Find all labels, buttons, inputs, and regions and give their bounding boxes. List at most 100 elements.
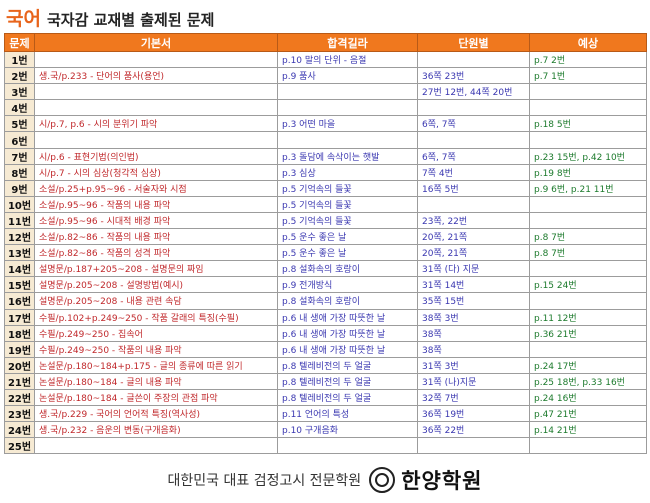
cell-number: 13번 <box>4 244 35 262</box>
cell-prediction <box>529 292 647 310</box>
cell-pass-guide: p.5 기억속의 들꽃 <box>277 211 418 230</box>
cell-textbook: 수필/p.249~250 - 집속어 <box>34 324 278 342</box>
table-row: 17번 수필/p.102+p.249~250 - 작품 갈래의 특징(수필) p.6… <box>4 308 647 326</box>
cell-textbook: 소설/p.82~86 - 작품의 내용 파악 <box>34 228 278 246</box>
footer: 대한민국 대표 검정고시 전문학원 한양학원 <box>0 462 650 498</box>
cell-number: 10번 <box>4 195 35 213</box>
cell-number: 19번 <box>4 340 35 358</box>
cell-by-unit: 36쪽 22번 <box>417 421 530 439</box>
cell-pass-guide <box>277 131 418 149</box>
table-row: 20번 논설문/p.180~184+p.175 - 글의 종류에 따른 읽기 p.8… <box>4 356 647 374</box>
cell-number: 3번 <box>4 83 35 101</box>
title-description: 국자감 교재별 출제된 문제 <box>46 11 215 29</box>
cell-number: 5번 <box>4 115 35 133</box>
cell-number: 21번 <box>4 372 35 390</box>
cell-prediction <box>529 99 647 117</box>
column-header-pass-guide: 합격길라 <box>277 33 418 52</box>
cell-number: 17번 <box>4 308 35 326</box>
exam-table: 문제 기본서 합격길라 단원별 예상 1번 p.10 말의 단위 - 음절 p.7 … <box>4 33 647 455</box>
cell-number: 11번 <box>4 211 35 230</box>
cell-by-unit <box>417 50 530 69</box>
cell-prediction: p.11 12번 <box>529 308 647 326</box>
cell-by-unit: 32쪽 7번 <box>417 388 530 407</box>
cell-pass-guide: p.5 기억속의 들꽃 <box>277 195 418 213</box>
cell-by-unit <box>417 195 530 213</box>
cell-by-unit: 7쪽 4번 <box>417 163 530 181</box>
table-row: 4번 <box>4 99 647 117</box>
table-row: 18번 수필/p.249~250 - 집속어 p.6 내 생애 가장 따뜻한 날 38… <box>4 324 647 342</box>
cell-pass-guide: p.5 운수 좋은 날 <box>277 244 418 262</box>
cell-number: 12번 <box>4 228 35 246</box>
cell-prediction: p.9 6번, p.21 11번 <box>529 179 647 197</box>
cell-by-unit: 16쪽 5번 <box>417 179 530 197</box>
cell-prediction: p.25 18번, p.33 16번 <box>529 372 647 390</box>
table-row: 9번 소설/p.25+p.95~96 - 서술자와 시점 p.5 기억속의 들꽃 16… <box>4 179 647 197</box>
cell-textbook: 논설문/p.180~184 - 글의 내용 파악 <box>34 372 278 390</box>
cell-pass-guide: p.8 설화속의 호랑이 <box>277 260 418 278</box>
cell-textbook: 설명문/p.205~208 - 내용 관련 속담 <box>34 292 278 310</box>
cell-number: 14번 <box>4 260 35 278</box>
cell-textbook: 생.국/p.233 - 단어의 품사(용언) <box>34 67 278 85</box>
cell-by-unit: 31쪽 3번 <box>417 356 530 374</box>
title-subject: 국어 <box>6 8 41 30</box>
cell-by-unit: 38쪽 <box>417 340 530 358</box>
cell-prediction: p.24 16번 <box>529 388 647 407</box>
cell-pass-guide: p.5 운수 좋은 날 <box>277 228 418 246</box>
cell-prediction <box>529 340 647 358</box>
cell-prediction <box>529 83 647 101</box>
table-row: 6번 <box>4 131 647 149</box>
table-row: 7번 시/p.6 - 표현기법(의인법) p.3 돌담에 속삭이는 햇발 6쪽, 7쪽… <box>4 147 647 165</box>
cell-by-unit: 38쪽 <box>417 324 530 342</box>
table-header-row: 문제 기본서 합격길라 단원별 예상 <box>4 33 647 52</box>
table-row: 21번 논설문/p.180~184 - 글의 내용 파악 p.8 텔레비전의 두 얼… <box>4 372 647 390</box>
cell-by-unit: 27번 12번, 44쪽 20번 <box>417 83 530 101</box>
cell-textbook: 설명문/p.187+205~208 - 설명문의 짜임 <box>34 260 278 278</box>
cell-number: 16번 <box>4 292 35 310</box>
cell-pass-guide: p.6 내 생애 가장 따뜻한 날 <box>277 324 418 342</box>
cell-textbook: 소설/p.25+p.95~96 - 서술자와 시점 <box>34 179 278 197</box>
cell-number: 23번 <box>4 405 35 423</box>
cell-by-unit: 35쪽 15번 <box>417 292 530 310</box>
cell-prediction: p.14 21번 <box>529 421 647 439</box>
cell-textbook: 소설/p.95~96 - 시대적 배경 파악 <box>34 211 278 230</box>
cell-textbook: 수필/p.102+p.249~250 - 작품 갈래의 특징(수필) <box>34 308 278 326</box>
cell-prediction: p.7 2번 <box>529 50 647 69</box>
column-header-number: 문제 <box>4 33 35 52</box>
cell-pass-guide <box>277 83 418 101</box>
cell-number: 25번 <box>4 437 35 455</box>
cell-by-unit: 20쪽, 21쪽 <box>417 244 530 262</box>
column-header-by-unit: 단원별 <box>417 33 530 52</box>
cell-by-unit: 36쪽 23번 <box>417 67 530 85</box>
cell-pass-guide: p.9 전개방식 <box>277 276 418 294</box>
table-row: 15번 설명문/p.205~208 - 설명방법(예시) p.9 전개방식 31쪽 1… <box>4 276 647 294</box>
cell-by-unit: 36쪽 19번 <box>417 405 530 423</box>
page-title: 국어 국자감 교재별 출제된 문제 <box>6 4 214 32</box>
table-row: 5번 시/p.7, p.6 - 시의 분위기 파악 p.3 어떤 마을 6쪽, 7쪽 p… <box>4 115 647 133</box>
cell-textbook: 논설문/p.180~184+p.175 - 글의 종류에 따른 읽기 <box>34 356 278 374</box>
cell-number: 22번 <box>4 388 35 407</box>
cell-pass-guide: p.8 설화속의 호랑이 <box>277 292 418 310</box>
cell-number: 4번 <box>4 99 35 117</box>
cell-number: 1번 <box>4 50 35 69</box>
cell-pass-guide: p.6 내 생애 가장 따뜻한 날 <box>277 308 418 326</box>
cell-prediction <box>529 211 647 230</box>
table-row: 14번 설명문/p.187+205~208 - 설명문의 짜임 p.8 설화속의 호… <box>4 260 647 278</box>
cell-by-unit: 31쪽 (나)지문 <box>417 372 530 390</box>
cell-prediction: p.18 5번 <box>529 115 647 133</box>
cell-number: 8번 <box>4 163 35 181</box>
cell-pass-guide: p.8 텔레비전의 두 얼굴 <box>277 356 418 374</box>
table-body: 1번 p.10 말의 단위 - 음절 p.7 2번 2번 생.국/p.233 - 단어의… <box>4 50 647 455</box>
cell-pass-guide: p.9 품사 <box>277 67 418 85</box>
cell-textbook: 설명문/p.205~208 - 설명방법(예시) <box>34 276 278 294</box>
cell-pass-guide: p.6 내 생애 가장 따뜻한 날 <box>277 340 418 358</box>
cell-number: 9번 <box>4 179 35 197</box>
cell-number: 2번 <box>4 67 35 85</box>
cell-textbook: 시/p.6 - 표현기법(의인법) <box>34 147 278 165</box>
cell-pass-guide <box>277 99 418 117</box>
cell-prediction <box>529 437 647 455</box>
cell-textbook <box>34 131 278 149</box>
table-row: 10번 소설/p.95~96 - 작품의 내용 파악 p.5 기억속의 들꽃 <box>4 195 647 213</box>
cell-by-unit: 20쪽, 21쪽 <box>417 228 530 246</box>
cell-pass-guide: p.8 텔레비전의 두 얼굴 <box>277 388 418 407</box>
cell-prediction <box>529 260 647 278</box>
